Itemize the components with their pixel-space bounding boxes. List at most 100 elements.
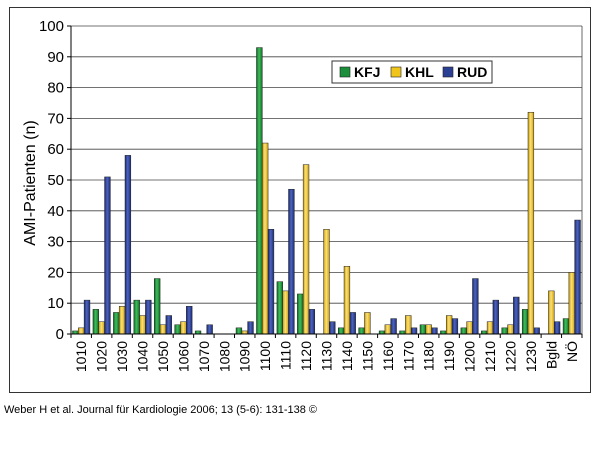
bar-rud-1140 bbox=[349, 312, 356, 335]
legend-box bbox=[331, 60, 493, 84]
bar-kfj-1060 bbox=[174, 324, 181, 335]
bar-khl-1190 bbox=[445, 315, 453, 335]
bar-rud-1190 bbox=[451, 318, 459, 335]
bar-rud-1090 bbox=[247, 321, 254, 335]
bar-rud-1050 bbox=[165, 315, 172, 335]
x-tick-label: 1210 bbox=[482, 341, 498, 372]
bar-khl-1200 bbox=[466, 321, 473, 335]
bar-khl-1010 bbox=[78, 327, 85, 335]
x-tick-label: 1170 bbox=[400, 341, 416, 371]
bar-khl-1120 bbox=[302, 164, 310, 335]
x-tick-label: 1090 bbox=[237, 341, 253, 372]
bar-rud-1060 bbox=[186, 306, 193, 335]
bar-khl-1230 bbox=[527, 111, 535, 335]
bar-rud-1010 bbox=[83, 299, 91, 335]
x-tick-label: 1030 bbox=[114, 341, 130, 372]
bar-kfj-1200 bbox=[460, 327, 467, 335]
legend-label-kfj: KFJ bbox=[354, 64, 380, 80]
bar-kfj-1040 bbox=[133, 299, 140, 335]
bar-khl-1030 bbox=[118, 306, 126, 335]
bar-kfj-1050 bbox=[154, 278, 161, 335]
x-tick-label: 1190 bbox=[441, 341, 457, 371]
x-tick-label: 1010 bbox=[73, 341, 89, 372]
bars bbox=[72, 47, 581, 335]
bar-rud-1040 bbox=[145, 299, 152, 335]
legend-swatch-khl bbox=[390, 66, 402, 78]
x-tick-label: 1120 bbox=[298, 341, 314, 371]
x-tick-label: 1200 bbox=[462, 341, 478, 372]
bar-khl-nö bbox=[568, 272, 575, 335]
bar-kfj-1110 bbox=[276, 281, 283, 335]
bar-kfj-1180 bbox=[419, 324, 427, 335]
bar-rud-1200 bbox=[472, 278, 479, 335]
legend-swatch-rud bbox=[442, 66, 454, 78]
x-tick-label: 1060 bbox=[175, 341, 191, 372]
bar-khl-1170 bbox=[405, 315, 412, 335]
bar-khl-1210 bbox=[486, 321, 494, 335]
y-tick-label: 60 bbox=[47, 141, 64, 158]
bar-rud-1130 bbox=[329, 321, 336, 335]
bar-rud-1020 bbox=[104, 176, 111, 335]
x-tick-label: 1080 bbox=[216, 341, 232, 372]
x-tick-label: 1040 bbox=[135, 341, 151, 372]
y-tick-label: 50 bbox=[47, 172, 64, 189]
bar-rud-1210 bbox=[492, 299, 499, 335]
x-tick-label: Bgld bbox=[543, 341, 559, 369]
bar-rud-1220 bbox=[513, 296, 520, 335]
x-tick-label: 1100 bbox=[257, 341, 273, 371]
y-tick-label: 30 bbox=[47, 234, 64, 251]
x-tick-label: 1140 bbox=[339, 341, 355, 371]
y-tick-label: 70 bbox=[47, 110, 64, 127]
bar-khl-1050 bbox=[159, 324, 167, 335]
legend-label-rud: RUD bbox=[457, 64, 487, 80]
y-tick-label: 0 bbox=[56, 326, 64, 343]
bar-khl-1110 bbox=[282, 290, 289, 335]
bar-khl-1220 bbox=[507, 324, 514, 335]
x-tick-label: 1020 bbox=[94, 341, 110, 372]
x-tick-label: 1220 bbox=[502, 341, 518, 372]
bar-khl-1150 bbox=[364, 312, 371, 335]
bar-kfj-1020 bbox=[92, 309, 100, 335]
bar-rud-1180 bbox=[431, 327, 438, 335]
y-tick-label: 90 bbox=[47, 49, 64, 66]
bar-rud-1070 bbox=[206, 324, 213, 335]
bar-rud-1110 bbox=[288, 188, 295, 335]
bar-khl-1100 bbox=[262, 142, 269, 335]
x-tick-label: 1160 bbox=[380, 341, 396, 371]
y-tick-label: 100 bbox=[39, 18, 64, 35]
bar-rud-nö bbox=[574, 219, 581, 335]
citation-caption: Weber H et al. Journal für Kardiologie 2… bbox=[4, 404, 318, 416]
y-axis-label: AMI-Patienten (n) bbox=[22, 120, 39, 245]
y-tick-label: 80 bbox=[47, 80, 64, 97]
x-tick-label: 1050 bbox=[155, 341, 171, 372]
x-tick-label: 1070 bbox=[196, 341, 212, 372]
x-tick-label: 1150 bbox=[359, 341, 375, 371]
bar-rud-1230 bbox=[533, 327, 540, 335]
bar-kfj-1220 bbox=[501, 327, 508, 335]
bar-rud-bgld bbox=[553, 321, 561, 335]
bar-rud-1120 bbox=[308, 309, 316, 335]
bar-kfj-1140 bbox=[337, 327, 345, 335]
y-tick-label: 20 bbox=[47, 264, 64, 281]
bar-rud-1030 bbox=[124, 155, 132, 335]
bar-rud-1100 bbox=[267, 229, 275, 335]
bar-khl-1040 bbox=[139, 315, 146, 335]
bar-kfj-1030 bbox=[113, 312, 120, 335]
x-tick-label: 1230 bbox=[523, 341, 539, 372]
legend-swatch-kfj bbox=[339, 66, 351, 78]
x-tick-label: 1110 bbox=[278, 341, 294, 370]
bar-khl-bgld bbox=[548, 290, 555, 335]
bar-kfj-1090 bbox=[235, 327, 243, 335]
bar-khl-1020 bbox=[98, 321, 105, 335]
bar-kfj-1100 bbox=[256, 47, 263, 335]
x-tick-label: 1130 bbox=[319, 341, 335, 371]
x-tick-label: 1180 bbox=[421, 341, 437, 371]
x-tick-label: NÖ bbox=[563, 341, 580, 362]
bar-khl-1060 bbox=[180, 321, 187, 335]
legend-label-khl: KHL bbox=[405, 64, 434, 80]
legend: KFJ KHL RUD bbox=[331, 60, 493, 84]
bar-kfj-1120 bbox=[297, 293, 304, 335]
bar-khl-1180 bbox=[425, 324, 432, 335]
